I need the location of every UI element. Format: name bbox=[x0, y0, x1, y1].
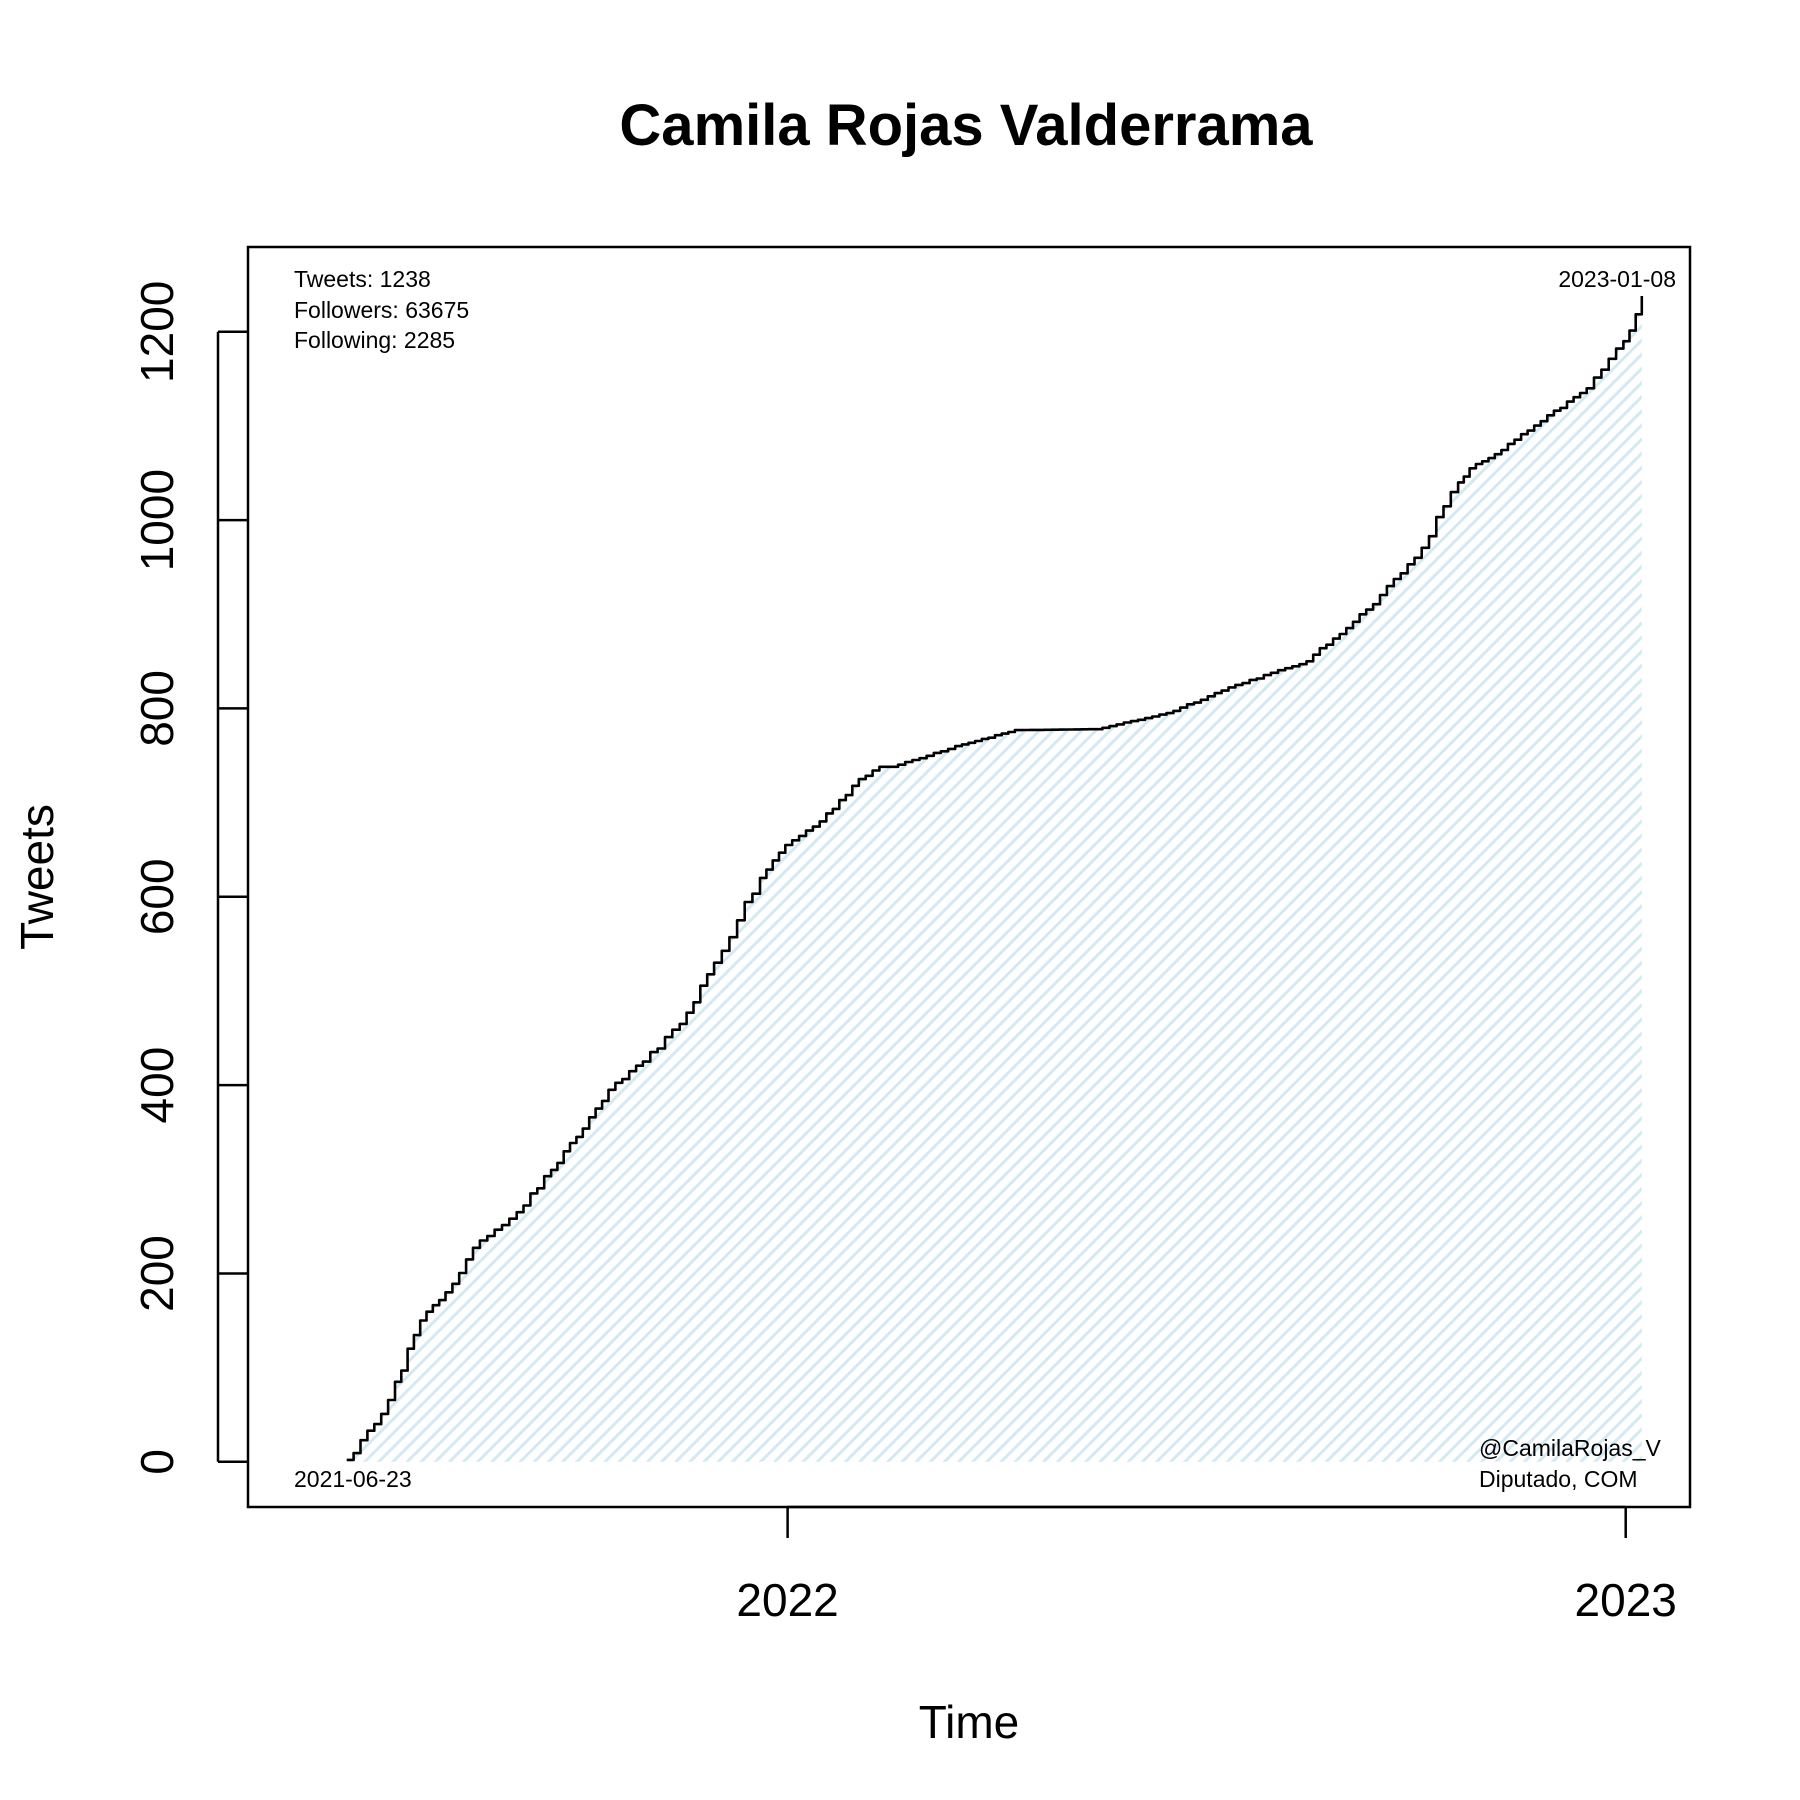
y-tick-label-1000: 1000 bbox=[131, 469, 183, 571]
series-line bbox=[346, 296, 1644, 1462]
start-date-label: 2021-06-23 bbox=[294, 1466, 412, 1492]
series-area-fill bbox=[346, 296, 1642, 1462]
y-tick-label-800: 800 bbox=[131, 670, 183, 747]
y-axis-label: Tweets bbox=[11, 804, 63, 950]
handle-label: @CamilaRojas_V bbox=[1479, 1435, 1662, 1461]
y-tick-label-600: 600 bbox=[131, 858, 183, 935]
series-line-layer bbox=[346, 296, 1644, 1462]
x-tick-label-2022: 2022 bbox=[736, 1574, 838, 1626]
y-tick-label-1200: 1200 bbox=[131, 281, 183, 383]
role-label: Diputado, COM bbox=[1479, 1466, 1638, 1492]
x-axis-label: Time bbox=[919, 1696, 1020, 1748]
y-tick-label-200: 200 bbox=[131, 1235, 183, 1312]
end-date-label: 2023-01-08 bbox=[1558, 266, 1676, 292]
y-axis: 0 200 400 600 800 1000 1200 bbox=[131, 281, 248, 1475]
y-tick-label-0: 0 bbox=[131, 1449, 183, 1475]
tweets-count-label: Tweets: 1238 bbox=[294, 266, 431, 292]
following-count-label: Following: 2285 bbox=[294, 327, 455, 353]
chart-title: Camila Rojas Valderrama bbox=[619, 93, 1313, 158]
x-axis: 2022 2023 bbox=[736, 1505, 1677, 1626]
followers-count-label: Followers: 63675 bbox=[294, 297, 469, 323]
y-tick-label-400: 400 bbox=[131, 1047, 183, 1124]
area-fill-layer bbox=[346, 296, 1642, 1462]
x-tick-label-2023: 2023 bbox=[1575, 1574, 1677, 1626]
